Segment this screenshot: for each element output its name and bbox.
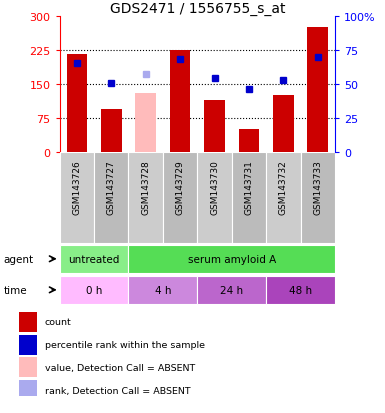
Bar <box>19 357 37 377</box>
Text: serum amyloid A: serum amyloid A <box>187 254 276 264</box>
Bar <box>266 276 335 304</box>
Bar <box>60 153 94 244</box>
Bar <box>307 28 328 153</box>
Bar <box>101 109 122 153</box>
Bar <box>197 153 232 244</box>
Bar <box>19 335 37 355</box>
Bar <box>266 153 301 244</box>
Bar <box>170 50 191 153</box>
Bar <box>273 96 294 153</box>
Bar <box>239 130 259 153</box>
Text: 0 h: 0 h <box>86 285 102 295</box>
Bar <box>232 153 266 244</box>
Bar <box>204 101 225 153</box>
Text: 48 h: 48 h <box>289 285 312 295</box>
Bar <box>301 153 335 244</box>
Text: percentile rank within the sample: percentile rank within the sample <box>45 340 205 349</box>
Text: GSM143727: GSM143727 <box>107 160 116 215</box>
Bar <box>19 380 37 400</box>
Text: GSM143729: GSM143729 <box>176 160 185 215</box>
Title: GDS2471 / 1556755_s_at: GDS2471 / 1556755_s_at <box>110 2 285 16</box>
Text: value, Detection Call = ABSENT: value, Detection Call = ABSENT <box>45 363 195 372</box>
Bar <box>94 153 129 244</box>
Text: rank, Detection Call = ABSENT: rank, Detection Call = ABSENT <box>45 386 190 394</box>
Bar <box>136 94 156 153</box>
Text: time: time <box>4 285 27 295</box>
Bar <box>60 276 129 304</box>
Text: agent: agent <box>4 254 34 264</box>
Text: GSM143732: GSM143732 <box>279 160 288 215</box>
Text: untreated: untreated <box>69 254 120 264</box>
Bar <box>129 245 335 273</box>
Text: 24 h: 24 h <box>220 285 243 295</box>
Text: 4 h: 4 h <box>155 285 171 295</box>
Bar <box>67 55 87 153</box>
Bar <box>197 276 266 304</box>
Text: count: count <box>45 318 71 326</box>
Bar <box>129 276 197 304</box>
Text: GSM143731: GSM143731 <box>244 160 253 215</box>
Text: GSM143728: GSM143728 <box>141 160 150 215</box>
Bar <box>129 153 163 244</box>
Text: GSM143730: GSM143730 <box>210 160 219 215</box>
Bar <box>60 245 129 273</box>
Text: GSM143726: GSM143726 <box>72 160 81 215</box>
Text: GSM143733: GSM143733 <box>313 160 322 215</box>
Bar <box>163 153 197 244</box>
Bar <box>19 312 37 332</box>
